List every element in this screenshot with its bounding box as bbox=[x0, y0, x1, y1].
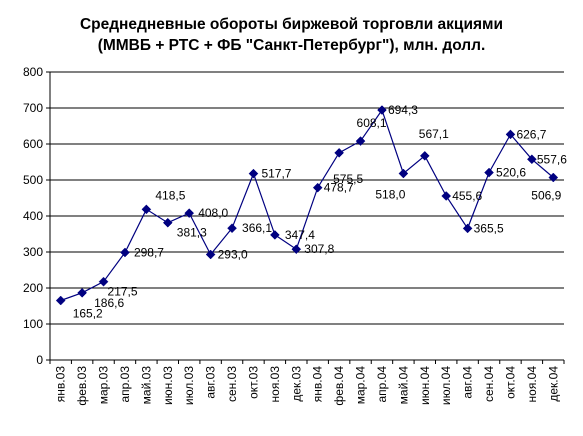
x-tick-label: июл.04 bbox=[439, 366, 453, 405]
data-point-marker bbox=[355, 136, 366, 146]
data-label: 478,7 bbox=[324, 181, 354, 195]
data-label: 408,0 bbox=[198, 206, 228, 220]
data-label: 418,5 bbox=[155, 188, 185, 202]
data-point-marker bbox=[291, 244, 302, 255]
y-tick-label: 700 bbox=[23, 101, 43, 115]
data-label: 365,5 bbox=[474, 221, 504, 235]
y-tick-label: 500 bbox=[23, 173, 43, 187]
x-tick-label: июн.04 bbox=[418, 366, 432, 405]
data-point-marker bbox=[505, 129, 516, 140]
x-tick-label: мар.03 bbox=[97, 366, 111, 405]
data-point-marker bbox=[270, 230, 280, 240]
data-point-marker bbox=[248, 168, 259, 179]
x-tick-label: дек.04 bbox=[546, 366, 560, 402]
x-tick-label: янв.03 bbox=[54, 366, 68, 403]
x-tick-label: май.03 bbox=[139, 366, 153, 405]
x-tick-label: фев.04 bbox=[332, 366, 346, 406]
y-tick-label: 300 bbox=[23, 245, 43, 259]
data-point-marker bbox=[184, 208, 195, 218]
x-tick-label: фев.03 bbox=[75, 366, 89, 406]
y-tick-label: 800 bbox=[23, 65, 43, 79]
data-point-marker bbox=[55, 295, 66, 306]
y-tick-label: 400 bbox=[23, 209, 43, 223]
data-label: 608,1 bbox=[357, 116, 387, 130]
data-label: 455,6 bbox=[452, 189, 482, 203]
x-tick-label: июн.03 bbox=[161, 366, 175, 405]
data-label: 694,3 bbox=[388, 103, 418, 117]
data-point-marker bbox=[312, 182, 323, 193]
x-tick-label: июл.03 bbox=[182, 366, 196, 405]
data-point-marker bbox=[98, 276, 109, 287]
gridlines bbox=[50, 71, 564, 325]
data-label: 506,9 bbox=[531, 189, 561, 203]
data-label: 165,2 bbox=[73, 307, 103, 321]
data-point-marker bbox=[227, 223, 237, 234]
data-point-marker bbox=[398, 168, 409, 179]
data-point-marker bbox=[205, 249, 216, 260]
y-tick-label: 100 bbox=[23, 317, 43, 331]
x-tick-label: апр.04 bbox=[375, 366, 389, 403]
x-tick-label: ноя.04 bbox=[525, 366, 539, 403]
chart-title-line-2: (ММВБ + РТС + ФБ "Санкт-Петербург"), млн… bbox=[97, 37, 486, 54]
series-line bbox=[60, 108, 554, 302]
x-tick-label: сен.03 bbox=[225, 366, 239, 402]
x-tick-label: янв.04 bbox=[311, 366, 325, 403]
x-tick-label: сен.04 bbox=[482, 366, 496, 402]
x-tick-label: ноя.03 bbox=[268, 366, 282, 403]
data-label: 217,5 bbox=[108, 285, 138, 299]
x-tick-label: авг.04 bbox=[461, 366, 475, 399]
data-label: 567,1 bbox=[419, 127, 449, 141]
x-tick-label: дек.03 bbox=[289, 366, 303, 402]
data-point-marker bbox=[484, 167, 494, 178]
data-point-marker bbox=[334, 147, 344, 158]
y-axis-tick-labels: 0 100 200 300 400 500 600 700 800 bbox=[23, 65, 43, 367]
data-point-marker bbox=[377, 105, 387, 115]
data-point-marker bbox=[120, 247, 130, 258]
y-tick-label: 600 bbox=[23, 137, 43, 151]
data-label: 366,1 bbox=[242, 221, 272, 235]
x-tick-label: мар.04 bbox=[354, 366, 368, 405]
data-label: 575,5 bbox=[333, 172, 363, 186]
data-label: 347,4 bbox=[285, 228, 315, 242]
data-label: 557,6 bbox=[537, 152, 567, 166]
data-label: 307,8 bbox=[304, 242, 334, 256]
data-label: 626,7 bbox=[516, 127, 546, 141]
data-point-marker bbox=[548, 172, 559, 183]
data-point-marker bbox=[419, 150, 430, 161]
data-point-marker bbox=[441, 191, 452, 201]
data-point-marker bbox=[77, 287, 87, 298]
x-tick-label: окт.04 bbox=[503, 366, 517, 399]
chart-title: Среднедневные обороты биржевой торговли … bbox=[0, 14, 583, 56]
data-label: 186,6 bbox=[94, 296, 124, 310]
x-tick-label: авг.03 bbox=[204, 366, 218, 399]
x-tick-label: апр.03 bbox=[118, 366, 132, 403]
series bbox=[55, 105, 559, 306]
axes bbox=[46, 71, 565, 364]
chart-title-line-1: Среднедневные обороты биржевой торговли … bbox=[79, 16, 504, 33]
data-label: 293,0 bbox=[218, 248, 248, 262]
x-tick-label: май.04 bbox=[396, 366, 410, 405]
data-label: 518,0 bbox=[375, 188, 405, 202]
data-point-marker bbox=[527, 154, 537, 165]
data-point-marker bbox=[141, 204, 152, 215]
data-label: 381,3 bbox=[177, 226, 207, 240]
data-point-marker bbox=[162, 217, 173, 228]
x-axis-tick-labels: янв.03 фев.03 мар.03 апр.03 май.03 июн.03 июл.… bbox=[54, 366, 561, 406]
data-point-marker bbox=[462, 223, 473, 234]
data-label: 298,7 bbox=[134, 245, 164, 259]
x-tick-label: окт.03 bbox=[246, 366, 260, 399]
y-tick-label: 0 bbox=[36, 353, 43, 367]
y-tick-label: 200 bbox=[23, 281, 43, 295]
data-label: 517,7 bbox=[261, 167, 291, 181]
data-label: 520,6 bbox=[496, 166, 526, 180]
